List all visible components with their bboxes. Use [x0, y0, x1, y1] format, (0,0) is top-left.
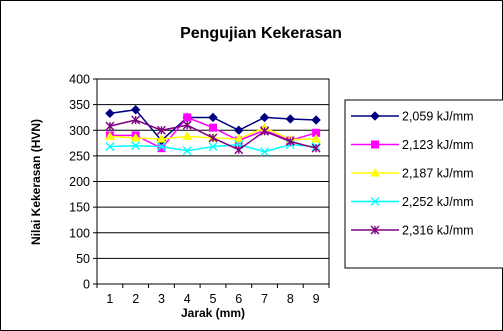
y-tick-label: 250 — [69, 149, 90, 163]
series-3-point — [182, 131, 193, 140]
legend-label: 2,316 kJ/mm — [402, 224, 474, 238]
series-5-point — [208, 133, 218, 143]
y-tick-label: 50 — [76, 252, 90, 266]
series-2-point — [183, 113, 192, 122]
series-2-point — [209, 123, 217, 132]
series-5-point — [285, 137, 295, 147]
series-5 — [105, 115, 321, 155]
series-5-point — [260, 126, 270, 136]
legend-items: 2,059 kJ/mm 2,123 kJ/mm 2,187 kJ/mm 2,252 k… — [351, 110, 474, 238]
y-tick-label: 150 — [69, 201, 90, 215]
legend-item-5: 2,316 kJ/mm — [351, 224, 474, 238]
series-5-point — [234, 145, 244, 155]
series-group — [105, 105, 321, 157]
x-tick-label: 6 — [235, 292, 242, 306]
x-tick-label: 3 — [158, 292, 165, 306]
y-tick-label: 100 — [69, 226, 90, 240]
x-tick-label: 5 — [210, 292, 217, 306]
legend-label: 2,059 kJ/mm — [402, 110, 474, 124]
series-4-point — [131, 141, 141, 151]
series-4-point — [260, 147, 270, 157]
y-tick-label: 350 — [69, 98, 90, 112]
legend-swatch-marker — [370, 225, 380, 235]
series-5-point — [311, 143, 321, 153]
legend-item-3: 2,187 kJ/mm — [351, 167, 474, 181]
legend-swatch-marker — [370, 197, 380, 206]
series-1-point — [130, 105, 141, 115]
chart-title: Pengujian Kekerasan — [180, 25, 342, 42]
axis-ticks: 0 50 100 150 200 250 300 350 400 1 2 3 4 5 6 7 8 9 — [69, 73, 330, 306]
legend-label: 2,123 kJ/mm — [402, 138, 474, 152]
x-tick-label: 4 — [184, 292, 191, 306]
series-5-point — [105, 121, 115, 131]
x-tick-label: 9 — [313, 292, 320, 306]
series-1-point — [259, 112, 270, 123]
series-4-point — [208, 142, 218, 152]
legend-swatch-marker — [370, 167, 380, 177]
series-2-point — [157, 144, 166, 153]
x-axis-title: Jarak (mm) — [181, 306, 245, 320]
series-5-point — [182, 120, 192, 130]
legend: 2,059 kJ/mm 2,123 kJ/mm 2,187 kJ/mm 2,252 k… — [344, 99, 503, 269]
x-tick-label: 7 — [261, 292, 268, 306]
series-3-point — [311, 133, 321, 143]
gridlines — [97, 104, 329, 259]
series-4-point — [156, 142, 166, 152]
y-tick-label: 0 — [83, 278, 90, 292]
legend-label: 2,252 kJ/mm — [402, 195, 474, 209]
legend-label: 2,187 kJ/mm — [402, 167, 474, 181]
legend-item-4: 2,252 kJ/mm — [351, 195, 474, 209]
x-tick-label: 8 — [287, 292, 294, 306]
y-tick-label: 300 — [69, 124, 90, 138]
series-4-point — [182, 146, 192, 156]
series-5-point — [131, 115, 141, 125]
y-tick-label: 200 — [69, 175, 90, 189]
series-4-point — [105, 142, 115, 152]
series-3-point — [130, 132, 141, 142]
legend-box — [344, 99, 503, 269]
y-axis-title: Nilai Kekerasan (HVN) — [29, 119, 43, 245]
series-1-point — [105, 108, 115, 119]
y-tick-label: 400 — [69, 73, 90, 87]
legend-item-1: 2,059 kJ/mm — [351, 110, 474, 124]
series-1-point — [311, 115, 321, 125]
x-tick-label: 1 — [106, 292, 113, 306]
x-tick-label: 2 — [132, 292, 139, 306]
series-1-point — [285, 114, 296, 124]
legend-item-2: 2,123 kJ/mm — [351, 138, 474, 152]
series-3-point — [105, 131, 115, 140]
series-5-point — [156, 125, 166, 135]
series-1-point — [208, 112, 218, 123]
legend-swatch-marker — [370, 111, 380, 121]
series-3-point — [233, 133, 244, 143]
series-3-point — [156, 133, 167, 143]
legend-swatch-marker — [371, 140, 379, 149]
